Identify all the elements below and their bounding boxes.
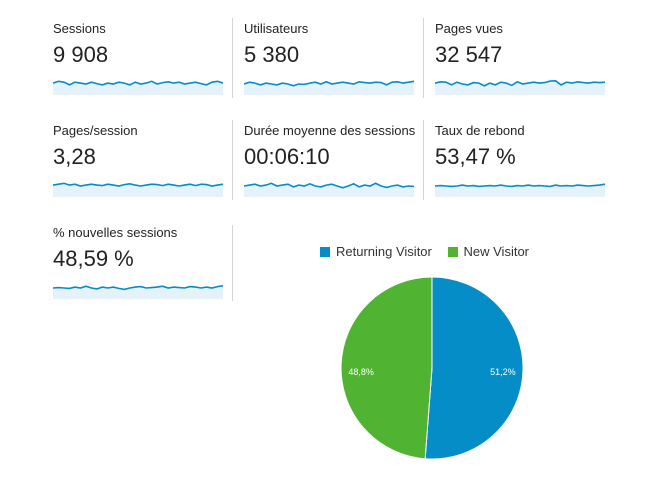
legend-item-new[interactable]: New Visitor — [447, 244, 530, 259]
sparkline-line — [53, 80, 223, 86]
legend-swatch — [447, 246, 458, 257]
metric-pages-per-session[interactable]: Pages/session 3,28 — [53, 123, 223, 197]
metric-label: Durée moyenne des sessions — [244, 123, 416, 138]
sparkline-line — [53, 182, 223, 187]
metric-value: 9 908 — [53, 42, 109, 67]
metric-new-sessions[interactable]: % nouvelles sessions 48,59 % — [53, 225, 223, 299]
divider — [423, 120, 424, 200]
metric-label: % nouvelles sessions — [53, 225, 178, 240]
sparkline — [53, 182, 223, 197]
pie-slice-new[interactable] — [340, 276, 433, 460]
metric-label: Pages/session — [53, 123, 138, 138]
metric-value: 48,59 % — [53, 246, 134, 271]
metric-label: Utilisateurs — [244, 21, 309, 36]
metric-value: 32 547 — [435, 42, 503, 67]
chart-legend: Returning Visitor New Visitor — [320, 244, 541, 260]
divider — [423, 18, 424, 98]
pie-slice-label: 48,8% — [348, 367, 374, 377]
metric-value: 5 380 — [244, 42, 300, 67]
sparkline — [435, 183, 605, 197]
divider — [232, 120, 233, 200]
legend-label: New Visitor — [463, 244, 530, 259]
pie-slice-returning[interactable] — [424, 276, 524, 460]
sparkline-fill — [53, 81, 223, 95]
sparkline — [244, 80, 414, 95]
sparkline-line — [244, 182, 414, 189]
sparkline-fill — [244, 81, 414, 95]
metric-sessions[interactable]: Sessions 9 908 — [53, 21, 223, 95]
sparkline-fill — [435, 184, 605, 197]
sparkline-line — [53, 285, 223, 291]
sparkline — [53, 80, 223, 95]
metric-value: 53,47 % — [435, 144, 516, 169]
pie-slice-label: 51,2% — [490, 367, 516, 377]
sparkline-fill — [244, 183, 414, 197]
metric-label: Pages vues — [435, 21, 503, 36]
sparkline — [53, 285, 223, 299]
metric-value: 3,28 — [53, 144, 96, 169]
metric-pageviews[interactable]: Pages vues 32 547 — [435, 21, 605, 95]
divider — [232, 18, 233, 98]
sparkline — [244, 182, 414, 197]
legend-label: Returning Visitor — [336, 244, 432, 259]
sparkline-line — [435, 79, 605, 87]
sparkline-line — [435, 183, 605, 188]
sparkline-line — [244, 80, 414, 87]
metric-label: Taux de rebond — [435, 123, 525, 138]
metric-avg-session-duration[interactable]: Durée moyenne des sessions 00:06:10 — [244, 123, 416, 197]
legend-item-returning[interactable]: Returning Visitor — [320, 244, 432, 259]
metric-users[interactable]: Utilisateurs 5 380 — [244, 21, 414, 95]
divider — [232, 225, 233, 301]
metric-bounce-rate[interactable]: Taux de rebond 53,47 % — [435, 123, 605, 197]
metric-value: 00:06:10 — [244, 144, 330, 169]
sparkline — [435, 79, 605, 95]
metric-label: Sessions — [53, 21, 106, 36]
legend-swatch — [320, 246, 330, 257]
sparkline-fill — [53, 183, 223, 197]
